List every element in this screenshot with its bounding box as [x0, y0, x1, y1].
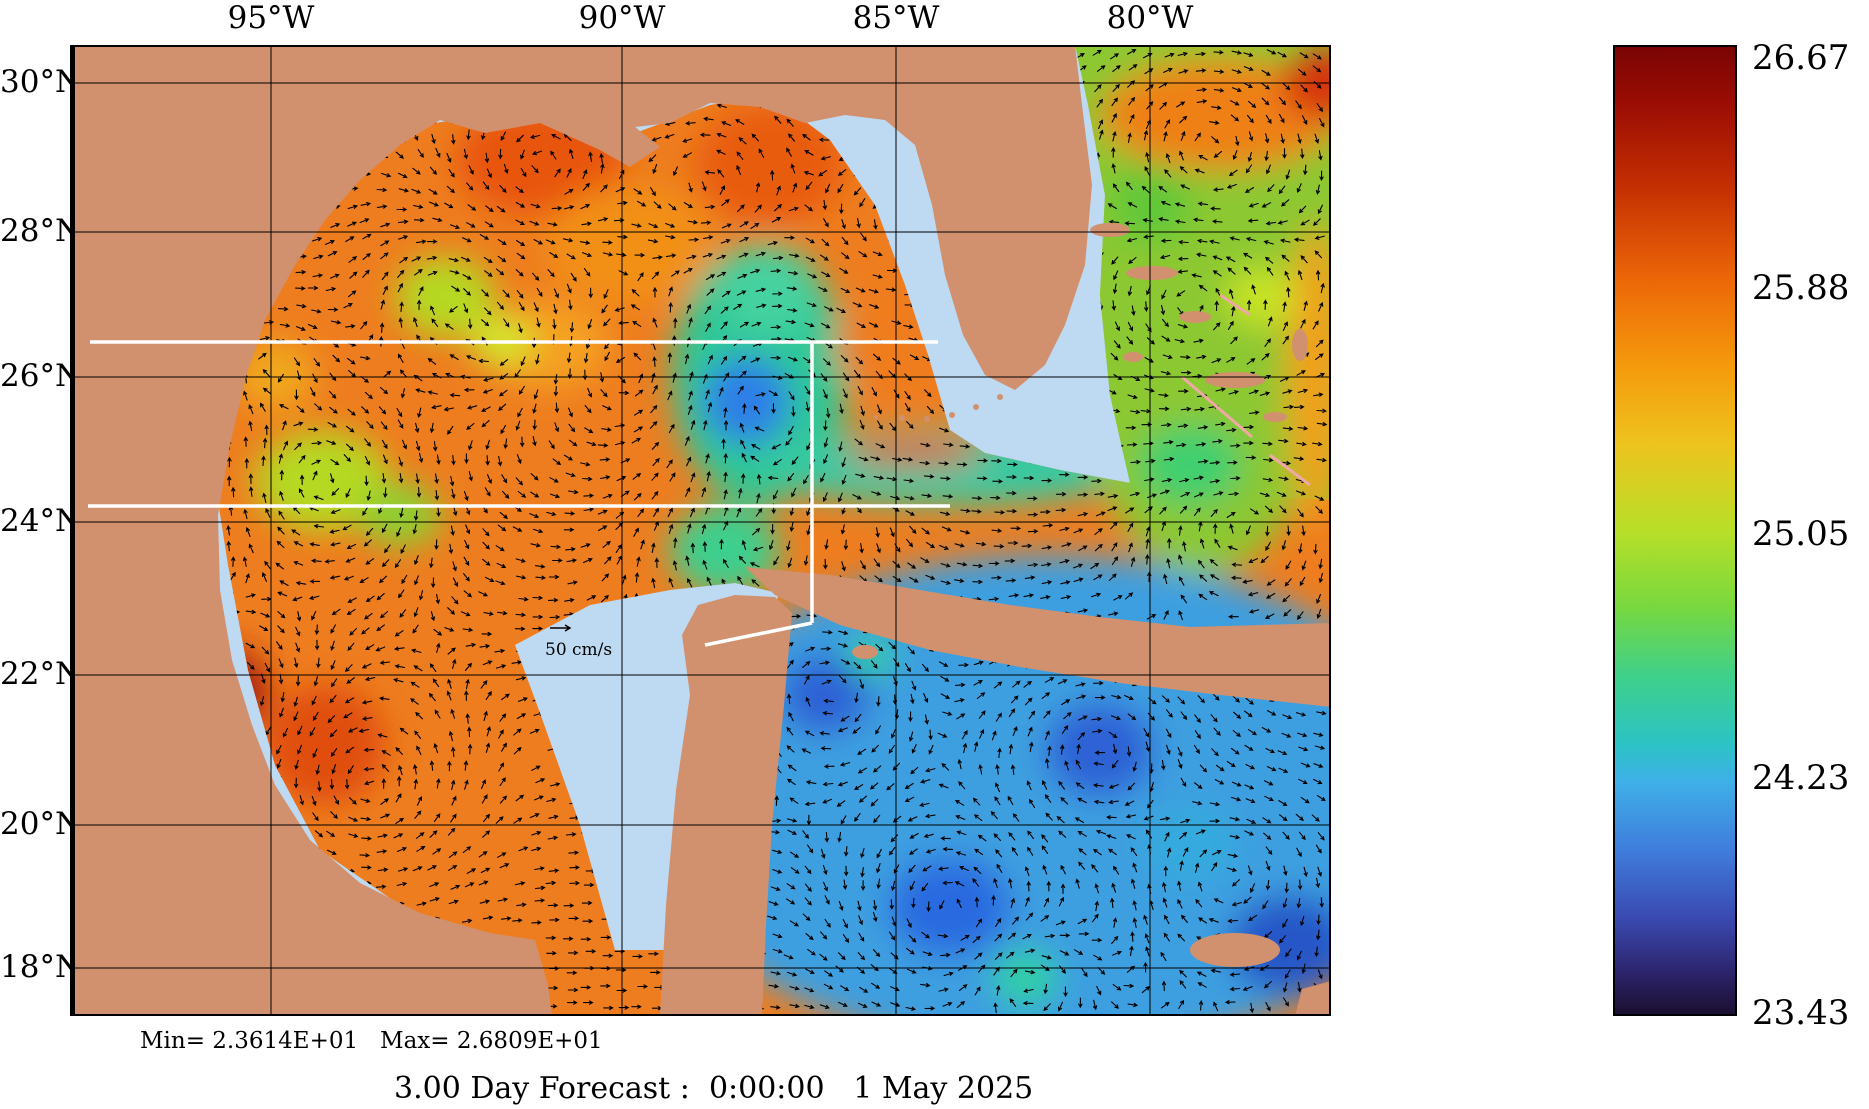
minmax-stats: Min= 2.3614E+01 Max= 2.6809E+01 [140, 1028, 603, 1054]
lon-label-95w: 95°W [227, 0, 315, 36]
colorbar-tick-3: 25.05 [1752, 514, 1850, 554]
lon-label-80w: 80°W [1106, 0, 1194, 36]
bahamas-islands [1090, 223, 1311, 487]
isla-juventud [852, 645, 878, 659]
lat-label-28n: 28°N [0, 213, 83, 249]
lat-label-30n: 30°N [0, 64, 83, 100]
reference-vector-label: 50 cm/s [545, 640, 613, 660]
sst-current-map [70, 45, 1331, 1016]
land-florida [760, 45, 1092, 390]
colorbar-tick-4: 24.23 [1752, 758, 1850, 798]
land-cuba [745, 567, 1331, 707]
lon-label-85w: 85°W [852, 0, 940, 36]
transect-lines [88, 340, 950, 647]
florida-keys [874, 394, 1003, 422]
colorbar [1613, 45, 1737, 1016]
lat-label-26n: 26°N [0, 358, 83, 394]
lat-label-22n: 22°N [0, 656, 83, 692]
land-jamaica [1190, 933, 1280, 967]
land-yucatan [660, 595, 792, 1016]
lat-label-18n: 18°N [0, 949, 83, 985]
lon-label-90w: 90°W [578, 0, 666, 36]
scale-arrow [550, 624, 572, 632]
transect-line-diagonal [704, 621, 813, 647]
colorbar-tick-2: 25.88 [1752, 268, 1850, 308]
lat-label-24n: 24°N [0, 503, 83, 539]
map-plot-area [70, 45, 1331, 1016]
graticule [70, 45, 1331, 1016]
land-mexico-us [70, 45, 760, 1016]
plot-title: 3.00 Day Forecast : 0:00:00 1 May 2025 [394, 1071, 1034, 1106]
colorbar-tick-5: 23.43 [1752, 993, 1850, 1033]
colorbar-tick-1: 26.67 [1752, 38, 1850, 78]
land-hispaniola [1295, 981, 1331, 1016]
lat-label-20n: 20°N [0, 806, 83, 842]
